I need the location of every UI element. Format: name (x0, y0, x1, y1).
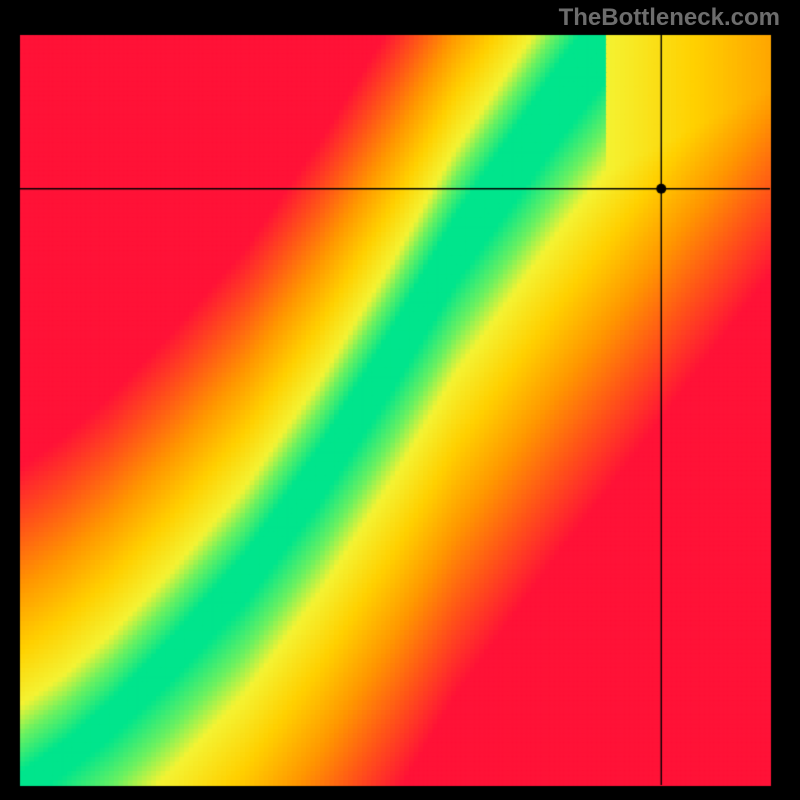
chart-container: TheBottleneck.com (0, 0, 800, 800)
bottleneck-heatmap (0, 0, 800, 800)
